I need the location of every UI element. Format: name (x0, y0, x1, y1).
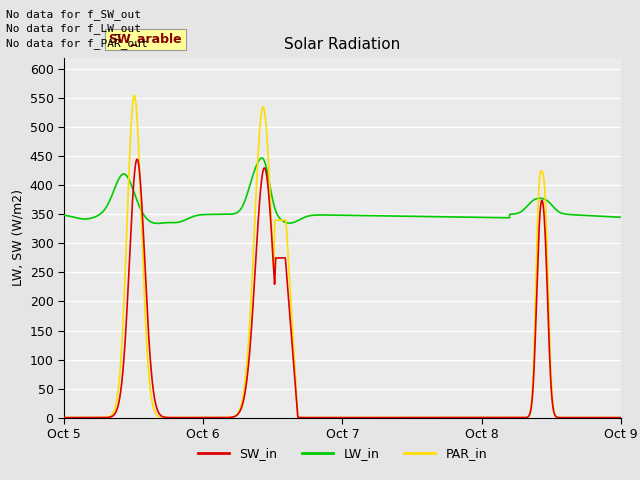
Title: Solar Radiation: Solar Radiation (284, 37, 401, 52)
Text: No data for f_PAR_out: No data for f_PAR_out (6, 37, 148, 48)
Legend: SW_in, LW_in, PAR_in: SW_in, LW_in, PAR_in (193, 443, 492, 465)
Text: No data for f_LW_out: No data for f_LW_out (6, 23, 141, 34)
Y-axis label: LW, SW (W/m2): LW, SW (W/m2) (11, 189, 24, 286)
Text: SW_arable: SW_arable (109, 33, 182, 46)
Text: No data for f_SW_out: No data for f_SW_out (6, 9, 141, 20)
